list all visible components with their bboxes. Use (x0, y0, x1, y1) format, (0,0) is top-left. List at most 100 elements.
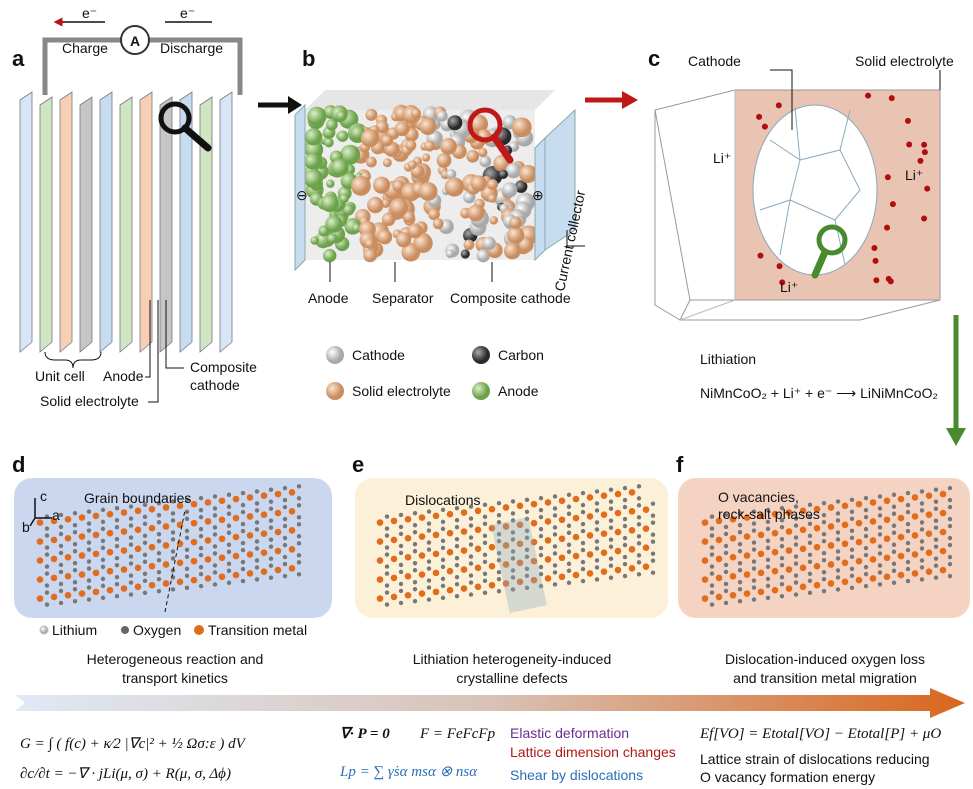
oxygen-atom (948, 524, 952, 528)
metal-atom (391, 594, 398, 601)
oxygen-atom (255, 558, 259, 562)
oxygen-atom (455, 525, 459, 529)
metal-atom (391, 575, 398, 582)
oxygen-atom (101, 558, 105, 562)
panel-letter: b (302, 46, 315, 71)
legend-anode (472, 382, 490, 400)
oxygen-atom (864, 584, 868, 588)
particle (437, 153, 452, 168)
metal-atom (744, 571, 751, 578)
oxygen-atom (553, 532, 557, 536)
particle (395, 121, 410, 136)
oxygen-atom (920, 527, 924, 531)
oxygen-atom (483, 522, 487, 526)
oxygen-atom (920, 508, 924, 512)
oxygen-atom (497, 589, 501, 593)
equation: F = FeFcFp (419, 726, 496, 742)
progress-arrow (15, 688, 965, 718)
oxygen-atom (297, 572, 301, 576)
oxygen-atom (780, 582, 784, 586)
metal-atom (233, 496, 240, 503)
metal-atom (573, 534, 580, 541)
caption: and transition metal migration (733, 670, 917, 686)
oxygen-atom (441, 508, 445, 512)
oxygen-atom (822, 513, 826, 517)
oxygen-atom (213, 551, 217, 555)
metal-atom (247, 570, 254, 577)
metal-atom (912, 494, 919, 501)
oxygen-atom (567, 550, 571, 554)
minus-terminal: ⊖ (296, 187, 308, 203)
oxygen-atom (724, 601, 728, 605)
oxygen-atom (637, 496, 641, 500)
oxygen-atom (483, 560, 487, 564)
oxygen-atom (710, 602, 714, 606)
metal-atom (247, 532, 254, 539)
metal-atom (615, 548, 622, 555)
oxygen-atom (455, 544, 459, 548)
metal-atom (489, 544, 496, 551)
metal-atom (219, 516, 226, 523)
oxygen-atom (738, 561, 742, 565)
oxygen-atom (766, 565, 770, 569)
metal-atom (447, 530, 454, 537)
oxygen-atom (822, 577, 826, 581)
oxygen-atom (724, 589, 728, 593)
oxygen-atom (73, 530, 77, 534)
oxygen-atom (441, 546, 445, 550)
oxygen-atom (199, 546, 203, 550)
oxygen-atom (553, 494, 557, 498)
oxygen-atom (609, 576, 613, 580)
unit-cell-label: Unit cell (35, 368, 85, 384)
metal-atom (219, 497, 226, 504)
oxygen-atom (752, 597, 756, 601)
oxygen-atom (822, 589, 826, 593)
metal-atom (884, 554, 891, 561)
oxygen-atom (497, 570, 501, 574)
oxygen-atom (637, 560, 641, 564)
oxygen-atom (129, 561, 133, 565)
oxygen-atom (399, 532, 403, 536)
metal-atom (545, 499, 552, 506)
metal-atom (51, 575, 58, 582)
oxygen-atom (59, 525, 63, 529)
solid-electrolyte-label: Solid electrolyte (40, 393, 139, 409)
oxygen-atom (269, 526, 273, 530)
li-dot (889, 95, 895, 101)
metal-atom (461, 566, 468, 573)
oxygen-atom (283, 555, 287, 559)
oxygen-atom (45, 552, 49, 556)
metal-atom (79, 571, 86, 578)
metal-atom (842, 560, 849, 567)
oxygen-atom (864, 515, 868, 519)
particle (440, 138, 457, 155)
oxygen-atom (213, 506, 217, 510)
panel-title: rock-salt phases (718, 506, 820, 522)
oxygen-atom (595, 501, 599, 505)
metal-atom (730, 535, 737, 542)
metal-atom (261, 568, 268, 575)
metal-atom (461, 528, 468, 535)
oxygen-atom (766, 539, 770, 543)
particle (468, 204, 485, 221)
oxygen-atom (469, 561, 473, 565)
metal-atom (135, 565, 142, 572)
oxygen-atom (455, 563, 459, 567)
oxygen-atom (115, 575, 119, 579)
metal-atom (559, 516, 566, 523)
metal-atom (289, 489, 296, 496)
metal-atom (828, 542, 835, 549)
oxygen-atom (185, 548, 189, 552)
particle (406, 140, 417, 151)
li-dot (756, 114, 762, 120)
oxygen-atom (651, 532, 655, 536)
oxygen-atom (129, 523, 133, 527)
oxygen-atom (780, 544, 784, 548)
oxygen-atom (73, 549, 77, 553)
metal-atom (219, 573, 226, 580)
metal-atom (601, 511, 608, 518)
oxygen-atom (511, 511, 515, 515)
oxygen-atom (255, 539, 259, 543)
oxygen-atom (283, 562, 287, 566)
metal-atom (744, 590, 751, 597)
